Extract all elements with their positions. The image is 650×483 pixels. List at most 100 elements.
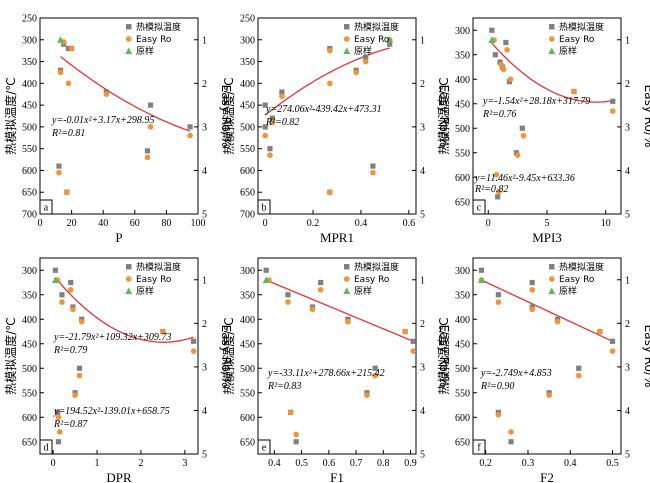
x-tick-label: 0.5 (295, 458, 308, 469)
easy-ro-point (609, 348, 616, 354)
legend-temp-label: 热模拟温度 (354, 21, 399, 33)
y-tick-label: 450 (240, 339, 255, 350)
y-tick-label: 400 (22, 315, 37, 326)
y-tick-label: 650 (455, 437, 470, 448)
easy-ro-point (59, 299, 65, 305)
temp-point (148, 102, 154, 108)
legend-easy-marker (125, 36, 132, 42)
y-tick-label: 650 (22, 188, 37, 199)
easy-ro-point (76, 372, 83, 379)
raw-point (477, 276, 485, 284)
x-axis-label: F2 (540, 470, 554, 483)
legend-raw-marker (125, 287, 133, 294)
easy-ro-point (362, 58, 369, 65)
easy-ro-point (529, 306, 535, 313)
y-tick-label: 550 (240, 144, 255, 155)
y-tick-label: 350 (240, 290, 255, 301)
easy-ro-point (267, 152, 273, 158)
x-axis-label: P (115, 230, 122, 245)
legend-easy-label: Easy Ro (559, 35, 595, 45)
panel-letter-box (257, 439, 271, 455)
easy-ro-point (285, 299, 291, 305)
plot-frame (472, 257, 622, 455)
right-axis-label: Easy Ro/% (219, 325, 233, 388)
temp-point (76, 365, 83, 371)
r-tick-label: 5 (420, 450, 425, 461)
easy-ro-point (402, 328, 408, 335)
legend-easy-marker (548, 276, 555, 282)
r-tick-label: 1 (625, 35, 630, 46)
legend-raw-label: 原样 (354, 285, 372, 297)
x-tick-label: 0.4 (564, 458, 577, 469)
y-tick-label: 500 (455, 124, 470, 135)
easy-ro-point (56, 429, 63, 435)
raw-point (488, 36, 496, 44)
panel-letter-box (39, 199, 53, 215)
left-axis-label: 热模拟温度/℃ (436, 317, 451, 395)
fit-equation: y=274.06x²-439.42x+473.31 (265, 104, 382, 115)
easy-ro-point (496, 189, 502, 195)
y-tick-label: 300 (455, 26, 470, 37)
y-tick-label: 650 (22, 437, 37, 448)
y-tick-label: 700 (22, 210, 37, 221)
y-tick-label: 450 (22, 101, 37, 112)
y-tick-label: 650 (240, 437, 255, 448)
easy-ro-point (495, 412, 502, 418)
fit-r2: R²=0.90 (480, 381, 514, 392)
legend-temp-label: 热模拟温度 (136, 261, 181, 273)
easy-ro-point (370, 169, 376, 176)
left-axis-label: 热模拟温度/℃ (221, 77, 236, 155)
panel-letter: a (44, 203, 49, 214)
x-tick-label: 3 (182, 458, 187, 469)
x-tick-label: 0.9 (404, 458, 417, 469)
r-tick-label: 4 (625, 406, 630, 417)
temp-point (610, 98, 616, 104)
legend-easy-marker (125, 276, 132, 282)
easy-ro-point (67, 287, 74, 293)
right-axis-label: Easy Ro/% (437, 325, 451, 388)
legend-temp-marker (549, 264, 555, 270)
x-tick-label: 0.2 (479, 458, 492, 469)
r-tick-label: 1 (420, 35, 425, 46)
easy-ro-point (190, 348, 197, 354)
temp-point (54, 409, 61, 415)
panel-letter: e (262, 443, 267, 454)
y-tick-label: 500 (240, 364, 255, 375)
temp-point (492, 52, 498, 58)
temp-point (68, 279, 74, 286)
fit-r2: R²=0.81 (51, 128, 85, 139)
y-tick-label: 500 (240, 122, 255, 133)
y-tick-label: 350 (455, 290, 470, 301)
y-tick-label: 550 (22, 144, 37, 155)
easy-ro-point (327, 80, 333, 87)
legend-temp-label: 热模拟温度 (559, 21, 604, 33)
x-axis-label: F1 (330, 470, 344, 483)
y-tick-label: 400 (455, 75, 470, 86)
fit-r2: R²=0.83 (267, 381, 301, 392)
easy-ro-point (372, 372, 378, 379)
left-axis-label: 热模拟温度/℃ (221, 317, 236, 395)
y-tick-label: 450 (22, 339, 37, 350)
easy-ro-point (504, 47, 510, 53)
right-axis-label: Easy Ro/% (642, 325, 650, 388)
y-tick-label: 300 (22, 266, 37, 277)
easy-ro-point (364, 392, 370, 399)
easy-ro-point (327, 47, 333, 54)
y-tick-label: 500 (22, 364, 37, 375)
easy-ro-point (495, 299, 502, 305)
legend-raw-label: 原样 (354, 45, 372, 57)
left-axis-label: 热模拟温度/℃ (3, 77, 18, 155)
y-tick-label: 600 (22, 413, 37, 424)
easy-ro-point (597, 328, 603, 335)
legend-raw-marker (343, 47, 351, 54)
y-tick-label: 650 (240, 188, 255, 199)
easy-ro-point (72, 392, 78, 399)
easy-ro-point (147, 124, 154, 130)
y-tick-label: 600 (240, 166, 255, 177)
temp-point (65, 45, 72, 52)
easy-ro-point (514, 152, 521, 158)
easy-ro-point (68, 45, 75, 52)
plot-frame (39, 17, 199, 215)
